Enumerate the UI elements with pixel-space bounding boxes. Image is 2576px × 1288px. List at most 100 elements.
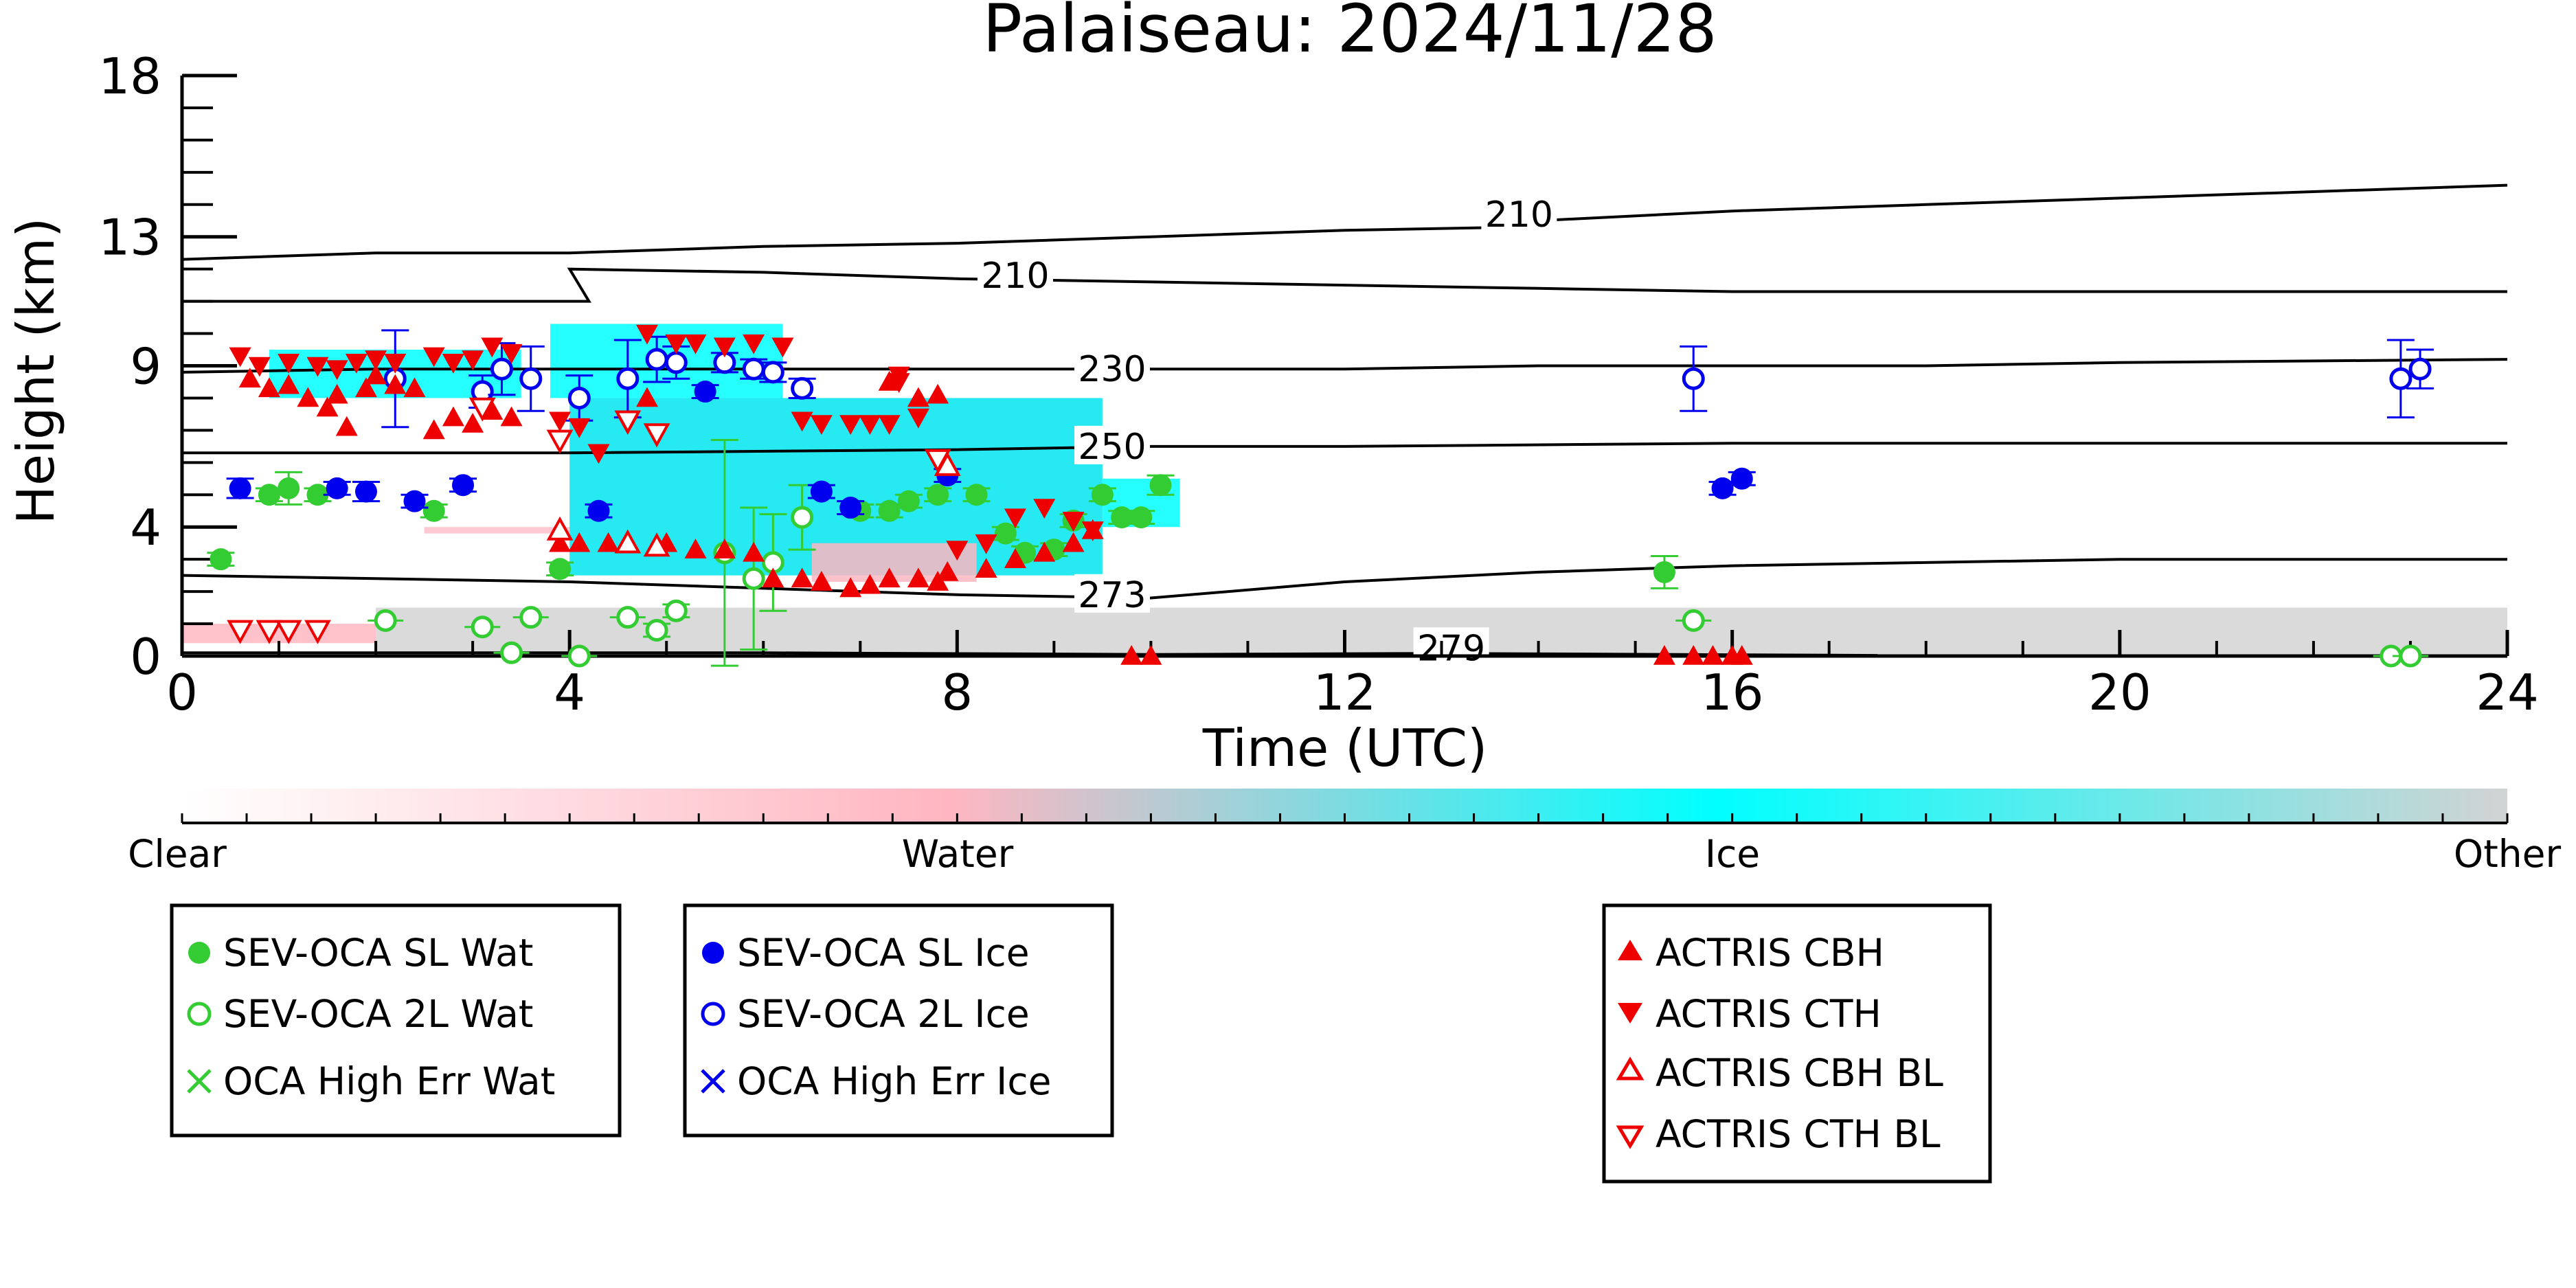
legend-label-2l-wat: SEV-OCA 2L Wat xyxy=(223,992,534,1036)
legend-marker-cth-bl xyxy=(1616,1125,1645,1149)
data-point xyxy=(354,480,377,503)
data-point xyxy=(365,350,387,371)
colorbar-ticks xyxy=(181,813,2509,823)
data-point xyxy=(1062,512,1085,532)
data-point xyxy=(664,351,688,374)
data-point xyxy=(549,532,572,552)
data-point xyxy=(616,367,640,390)
data-point xyxy=(2408,357,2432,381)
data-point xyxy=(643,423,670,448)
legend-marker-higherr-wat xyxy=(187,1069,212,1094)
legend-label-higherr-wat: OCA High Err Wat xyxy=(223,1059,555,1103)
data-point xyxy=(878,370,901,391)
data-point xyxy=(762,567,784,588)
x-tick-label: 8 xyxy=(941,664,973,721)
legend-label-sl-ice: SEV-OCA SL Ice xyxy=(737,931,1030,975)
data-point xyxy=(597,532,620,552)
data-point xyxy=(859,574,881,594)
series-sev-oca-sl-wat xyxy=(207,471,1678,589)
data-point xyxy=(442,354,464,374)
legend-marker-sl-wat xyxy=(188,942,210,964)
data-point xyxy=(304,620,331,644)
data-point xyxy=(326,477,348,499)
x-tick-label: 12 xyxy=(1313,664,1377,721)
shading-region xyxy=(424,527,570,534)
data-point xyxy=(636,387,658,407)
contour-label-bg xyxy=(1074,348,1150,387)
data-point xyxy=(519,367,543,390)
legend-label-cth-bl: ACTRIS CTH BL xyxy=(1656,1112,1941,1156)
axes: 0 4 8 12 16 20 24 0 4 9 13 18 xyxy=(98,47,2538,721)
data-point xyxy=(1682,645,1705,665)
data-point xyxy=(616,606,640,629)
data-point xyxy=(643,532,670,557)
y-tick-label: 0 xyxy=(130,628,161,686)
legend-water-frame xyxy=(170,903,622,1138)
y-tick-label: 4 xyxy=(130,499,161,556)
data-point xyxy=(614,529,642,554)
data-point xyxy=(1711,477,1734,499)
legend-marker-cbh-bl xyxy=(1616,1057,1645,1081)
x-tick-label: 16 xyxy=(1701,664,1764,721)
data-point xyxy=(1140,645,1162,665)
data-point xyxy=(500,343,523,364)
contour-label: 210 xyxy=(981,256,1049,297)
data-point xyxy=(614,410,642,435)
data-point xyxy=(403,490,426,512)
data-point xyxy=(743,334,765,354)
contour-label-bg xyxy=(1413,627,1489,666)
data-point xyxy=(1682,367,1705,390)
data-point xyxy=(568,532,591,552)
data-point xyxy=(306,357,329,377)
legend-marker-higherr-ice xyxy=(701,1069,725,1094)
data-point xyxy=(1091,484,1114,506)
x-tick-label: 0 xyxy=(166,664,198,721)
data-point xyxy=(1033,499,1056,519)
data-point xyxy=(878,415,901,435)
contour-label-bg xyxy=(1074,425,1150,464)
data-point xyxy=(839,497,862,519)
y-axis-title: Height (km) xyxy=(5,218,66,525)
temperature-contours: 210 210 230 250 273 279 xyxy=(181,183,2508,669)
series-actris-cbh xyxy=(238,364,1753,665)
data-point xyxy=(345,354,368,374)
data-point xyxy=(297,387,319,407)
data-point xyxy=(481,337,504,358)
data-point xyxy=(354,377,377,398)
data-point xyxy=(1653,645,1675,665)
data-point xyxy=(791,567,813,588)
contour-label: 279 xyxy=(1417,628,1485,669)
data-point xyxy=(587,444,610,464)
legend-ice-frame xyxy=(683,903,1114,1138)
data-point xyxy=(664,599,688,622)
x-tick-label: 20 xyxy=(2088,664,2151,721)
legend-label-cbh: ACTRIS CBH xyxy=(1656,931,1884,975)
data-point xyxy=(1149,474,1172,497)
data-point xyxy=(839,415,862,435)
legend-label-higherr-ice: OCA High Err Ice xyxy=(737,1059,1051,1103)
x-axis-title: Time (UTC) xyxy=(1202,718,1488,778)
contour-label-bg xyxy=(1481,193,1557,232)
series-actris-cbh-bl xyxy=(546,451,961,557)
data-point xyxy=(275,620,302,644)
data-point xyxy=(897,490,920,512)
legend-water: SEV-OCA SL Wat SEV-OCA 2L Wat OCA High E… xyxy=(170,903,622,1138)
contour-label: 230 xyxy=(1078,349,1146,390)
data-point xyxy=(549,558,572,580)
data-point xyxy=(878,567,901,588)
legend-actris-frame xyxy=(1602,903,1992,1184)
data-point xyxy=(306,484,329,506)
data-point xyxy=(810,480,833,503)
legend-label-sl-wat: SEV-OCA SL Wat xyxy=(223,931,533,975)
data-point xyxy=(859,415,881,435)
data-point xyxy=(326,360,348,381)
data-point xyxy=(1081,521,1104,541)
data-point xyxy=(1033,541,1056,562)
data-point xyxy=(713,539,736,558)
data-point xyxy=(645,618,668,642)
data-point xyxy=(684,539,707,558)
data-point xyxy=(500,641,523,664)
data-point xyxy=(791,506,814,529)
data-point xyxy=(694,381,716,403)
contour-line xyxy=(182,267,2507,303)
